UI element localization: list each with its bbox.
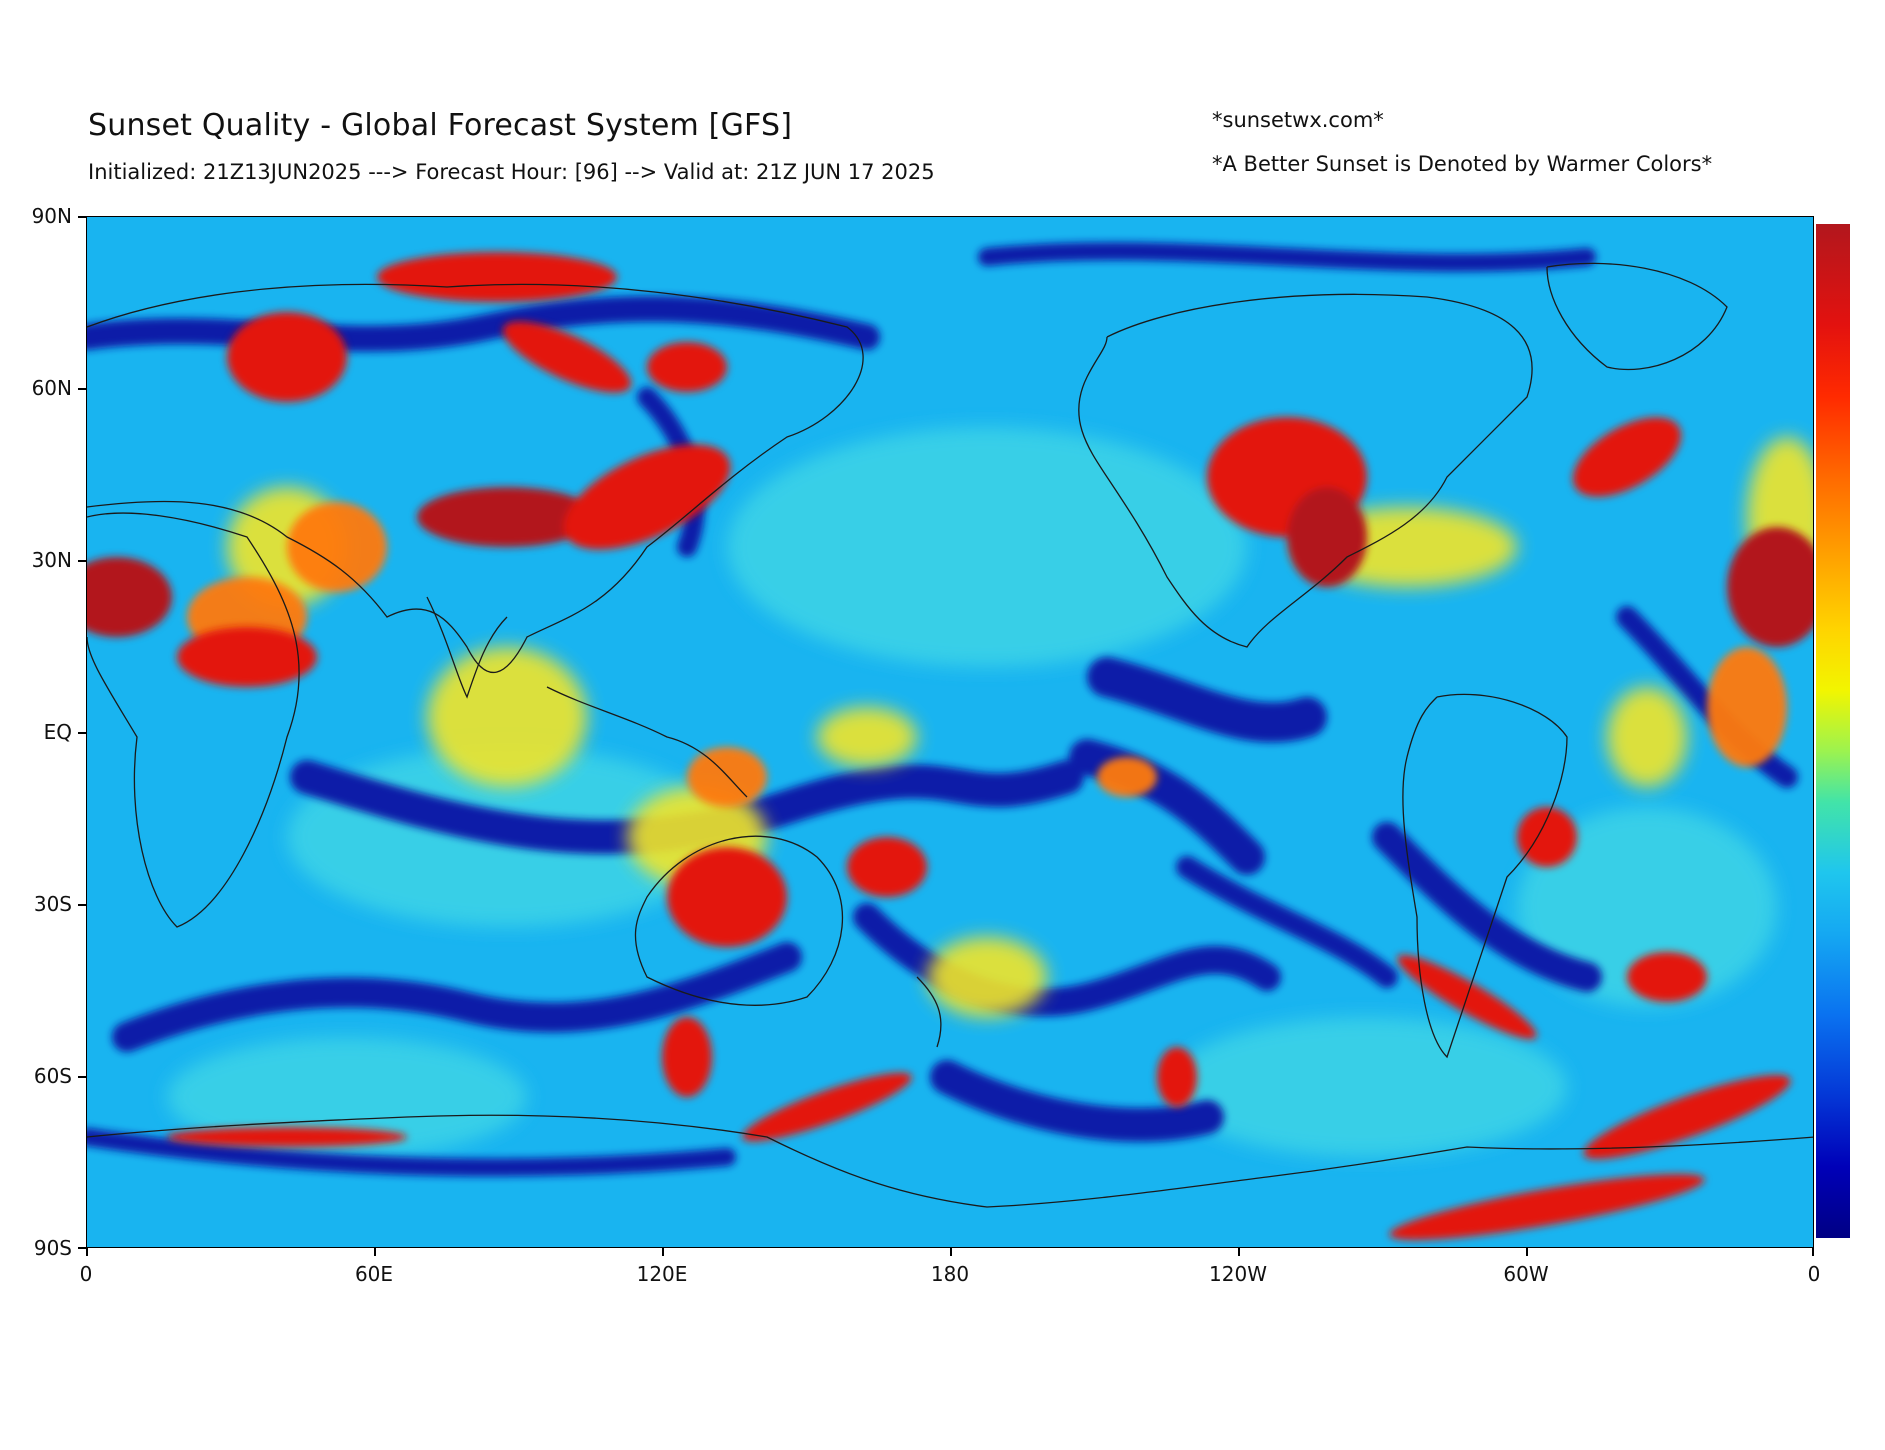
lon-tick-mark bbox=[1526, 1248, 1528, 1256]
lat-tick-label: EQ bbox=[43, 720, 72, 744]
legend-note: *A Better Sunset is Denoted by Warmer Co… bbox=[1212, 152, 1713, 176]
lat-tick-label: 60S bbox=[33, 1064, 72, 1088]
lat-tick-label: 60N bbox=[31, 376, 72, 400]
lon-tick-mark bbox=[374, 1248, 376, 1256]
lon-tick-mark bbox=[1238, 1248, 1240, 1256]
lat-tick-mark bbox=[78, 388, 86, 390]
colorbar bbox=[1816, 224, 1850, 1238]
lat-tick-mark bbox=[78, 560, 86, 562]
lon-tick-mark bbox=[662, 1248, 664, 1256]
red-areas bbox=[87, 252, 1813, 1240]
lon-tick-label: 0 bbox=[1807, 1262, 1821, 1286]
lat-tick-mark bbox=[78, 732, 86, 734]
lat-tick-mark bbox=[78, 904, 86, 906]
lat-tick-label: 90N bbox=[31, 204, 72, 228]
lon-tick-label: 120E bbox=[636, 1262, 688, 1286]
lat-tick-label: 90S bbox=[33, 1236, 72, 1260]
lon-tick-label: 60W bbox=[1503, 1262, 1549, 1286]
lon-tick-label: 60E bbox=[354, 1262, 394, 1286]
map-subtitle: Initialized: 21Z13JUN2025 ---> Forecast … bbox=[88, 160, 935, 184]
coastlines bbox=[87, 262, 1813, 1208]
lon-tick-mark bbox=[950, 1248, 952, 1256]
lat-tick-label: 30S bbox=[33, 892, 72, 916]
lat-tick-mark bbox=[78, 216, 86, 218]
lat-tick-mark bbox=[78, 1076, 86, 1078]
lon-tick-label: 0 bbox=[79, 1262, 93, 1286]
lat-tick-label: 30N bbox=[31, 548, 72, 572]
lon-tick-label: 180 bbox=[930, 1262, 970, 1286]
lon-tick-label: 120W bbox=[1209, 1262, 1267, 1286]
map-title: Sunset Quality - Global Forecast System … bbox=[88, 108, 793, 143]
map-field bbox=[87, 217, 1813, 1247]
lon-tick-mark bbox=[1812, 1248, 1814, 1256]
forecast-map bbox=[86, 216, 1814, 1248]
credit-text: *sunsetwx.com* bbox=[1212, 108, 1384, 132]
lon-tick-mark bbox=[86, 1248, 88, 1256]
lat-tick-mark bbox=[78, 1247, 86, 1249]
